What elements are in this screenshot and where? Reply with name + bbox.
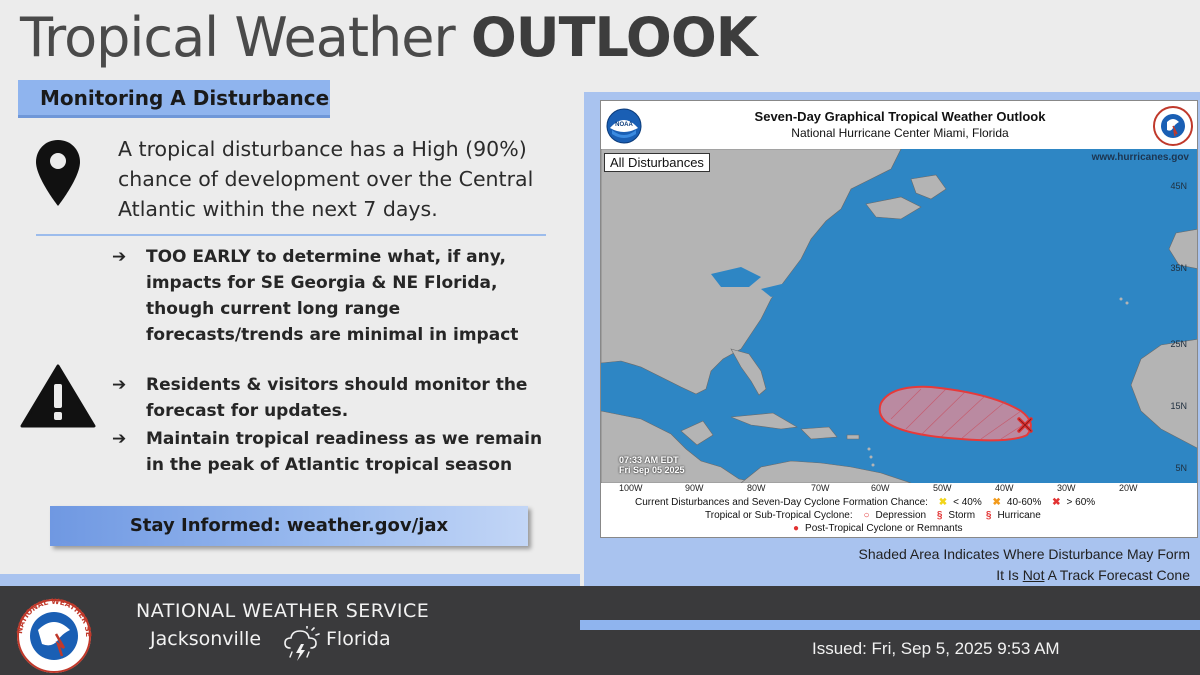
shaded-note-line1: Shaded Area Indicates Where Disturbance …	[858, 546, 1191, 562]
disturbance-selector[interactable]: All Disturbances	[604, 153, 710, 172]
issued-timestamp: Issued: Fri, Sep 5, 2025 9:53 AM	[812, 639, 1060, 658]
warning-triangle-icon	[20, 364, 96, 428]
lat-label: 15N	[1170, 401, 1187, 411]
lat-label: 25N	[1170, 339, 1187, 349]
office-state: Florida	[326, 628, 391, 650]
shaded-note-post: A Track Forecast Cone	[1044, 567, 1190, 583]
bullet-too-early: ➔ TOO EARLY to determine what, if any, i…	[112, 244, 552, 348]
stay-informed-text: Stay Informed: weather.gov/jax	[129, 515, 449, 536]
office-city: Jacksonville	[150, 628, 262, 650]
medium-chance-icon: ✖	[992, 497, 1001, 508]
storm-icon: §	[936, 510, 943, 521]
timestamp-time: 07:33 AM EDT	[619, 455, 679, 465]
outlook-map: NOAA Seven-Day Graphical Tropical Weathe…	[600, 100, 1198, 538]
hurricane-icon: §	[985, 510, 992, 521]
legend-depression: Depression	[875, 510, 927, 521]
nws-logo-icon	[1153, 106, 1193, 146]
arrow-icon: ➔	[112, 247, 127, 267]
arrow-icon: ➔	[112, 429, 127, 449]
map-header: NOAA Seven-Day Graphical Tropical Weathe…	[601, 101, 1197, 151]
legend-low: < 40%	[953, 497, 982, 508]
bullet-text: Residents & visitors should monitor the …	[146, 375, 528, 421]
map-subtitle: National Hurricane Center Miami, Florida	[791, 126, 1009, 140]
subtitle-banner: Monitoring A Disturbance	[18, 80, 330, 118]
footer-stripe	[0, 574, 580, 586]
shaded-area-note: Shaded Area Indicates Where Disturbance …	[730, 544, 1191, 586]
timestamp-date: Fri Sep 05 2025	[619, 465, 685, 475]
map-legend: Current Disturbances and Seven-Day Cyclo…	[601, 495, 1197, 537]
lon-label: 70W	[811, 483, 830, 493]
agency-name: NATIONAL WEATHER SERVICE	[136, 600, 430, 622]
lat-label: 5N	[1175, 463, 1187, 473]
low-chance-icon: ✖	[938, 497, 948, 508]
footer-bar	[0, 586, 1200, 675]
legend-storm: Storm	[948, 510, 976, 521]
bullet-text: TOO EARLY to determine what, if any, imp…	[146, 247, 519, 345]
arrow-icon: ➔	[112, 375, 127, 395]
map-timestamp: 07:33 AM EDT Fri Sep 05 2025	[619, 455, 685, 475]
legend-hurricane: Hurricane	[997, 510, 1041, 521]
legend-row-post-tropical: ● Post-Tropical Cyclone or Remnants	[793, 523, 963, 534]
legend-label: Tropical or Sub-Tropical Cyclone:	[705, 510, 853, 521]
post-tropical-icon: ●	[793, 523, 800, 534]
map-area: All Disturbances www.hurricanes.gov 45N …	[601, 149, 1197, 494]
legend-label: Current Disturbances and Seven-Day Cyclo…	[635, 497, 928, 508]
nws-logo-icon: NATIONAL WEATHER SERVICE	[8, 594, 93, 673]
map-title: Seven-Day Graphical Tropical Weather Out…	[754, 109, 1046, 124]
subtitle-text: Monitoring A Disturbance	[40, 86, 330, 110]
lon-label: 80W	[747, 483, 766, 493]
bullet-readiness: ➔ Maintain tropical readiness as we rema…	[112, 426, 552, 478]
stay-informed-banner[interactable]: Stay Informed: weather.gov/jax	[50, 506, 528, 546]
bullet-monitor: ➔ Residents & visitors should monitor th…	[112, 372, 552, 424]
title-bold: OUTLOOK	[470, 6, 758, 69]
legend-row-disturbances: Current Disturbances and Seven-Day Cyclo…	[635, 497, 1095, 508]
legend-high: > 60%	[1066, 497, 1096, 508]
bullet-text: Maintain tropical readiness as we remain…	[146, 429, 543, 475]
page-title: Tropical Weather OUTLOOK	[20, 6, 758, 76]
lon-label: 100W	[619, 483, 643, 493]
map-land-svg	[601, 149, 1197, 483]
legend-medium: 40-60%	[1006, 497, 1042, 508]
svg-text:NOAA: NOAA	[615, 122, 633, 128]
longitude-row: 100W 90W 80W 70W 60W 50W 40W 30W 20W	[601, 483, 1197, 495]
lat-label: 45N	[1170, 181, 1187, 191]
shaded-note-line2: It Is Not A Track Forecast Cone	[730, 565, 1190, 586]
lon-label: 50W	[933, 483, 952, 493]
legend-row-cyclones: Tropical or Sub-Tropical Cyclone: ○ Depre…	[705, 510, 1041, 521]
shaded-note-pre: It Is	[996, 567, 1023, 583]
lon-label: 20W	[1119, 483, 1138, 493]
lon-label: 30W	[1057, 483, 1076, 493]
depression-icon: ○	[863, 510, 870, 521]
lon-label: 40W	[995, 483, 1014, 493]
legend-post-tropical: Post-Tropical Cyclone or Remnants	[805, 523, 963, 534]
footer-stripe-right	[580, 620, 1200, 630]
lon-label: 90W	[685, 483, 704, 493]
thunderstorm-icon	[284, 626, 320, 661]
lat-label: 35N	[1170, 263, 1187, 273]
lon-label: 60W	[871, 483, 890, 493]
high-chance-icon: ✖	[1052, 497, 1061, 508]
intro-text: A tropical disturbance has a High (90%) …	[118, 137, 534, 221]
map-pin-icon	[36, 140, 80, 206]
divider	[36, 234, 546, 236]
website-label: www.hurricanes.gov	[1091, 152, 1189, 163]
title-light: Tropical Weather	[20, 6, 471, 69]
shaded-note-not: Not	[1022, 567, 1045, 583]
noaa-logo-icon: NOAA	[606, 108, 642, 144]
